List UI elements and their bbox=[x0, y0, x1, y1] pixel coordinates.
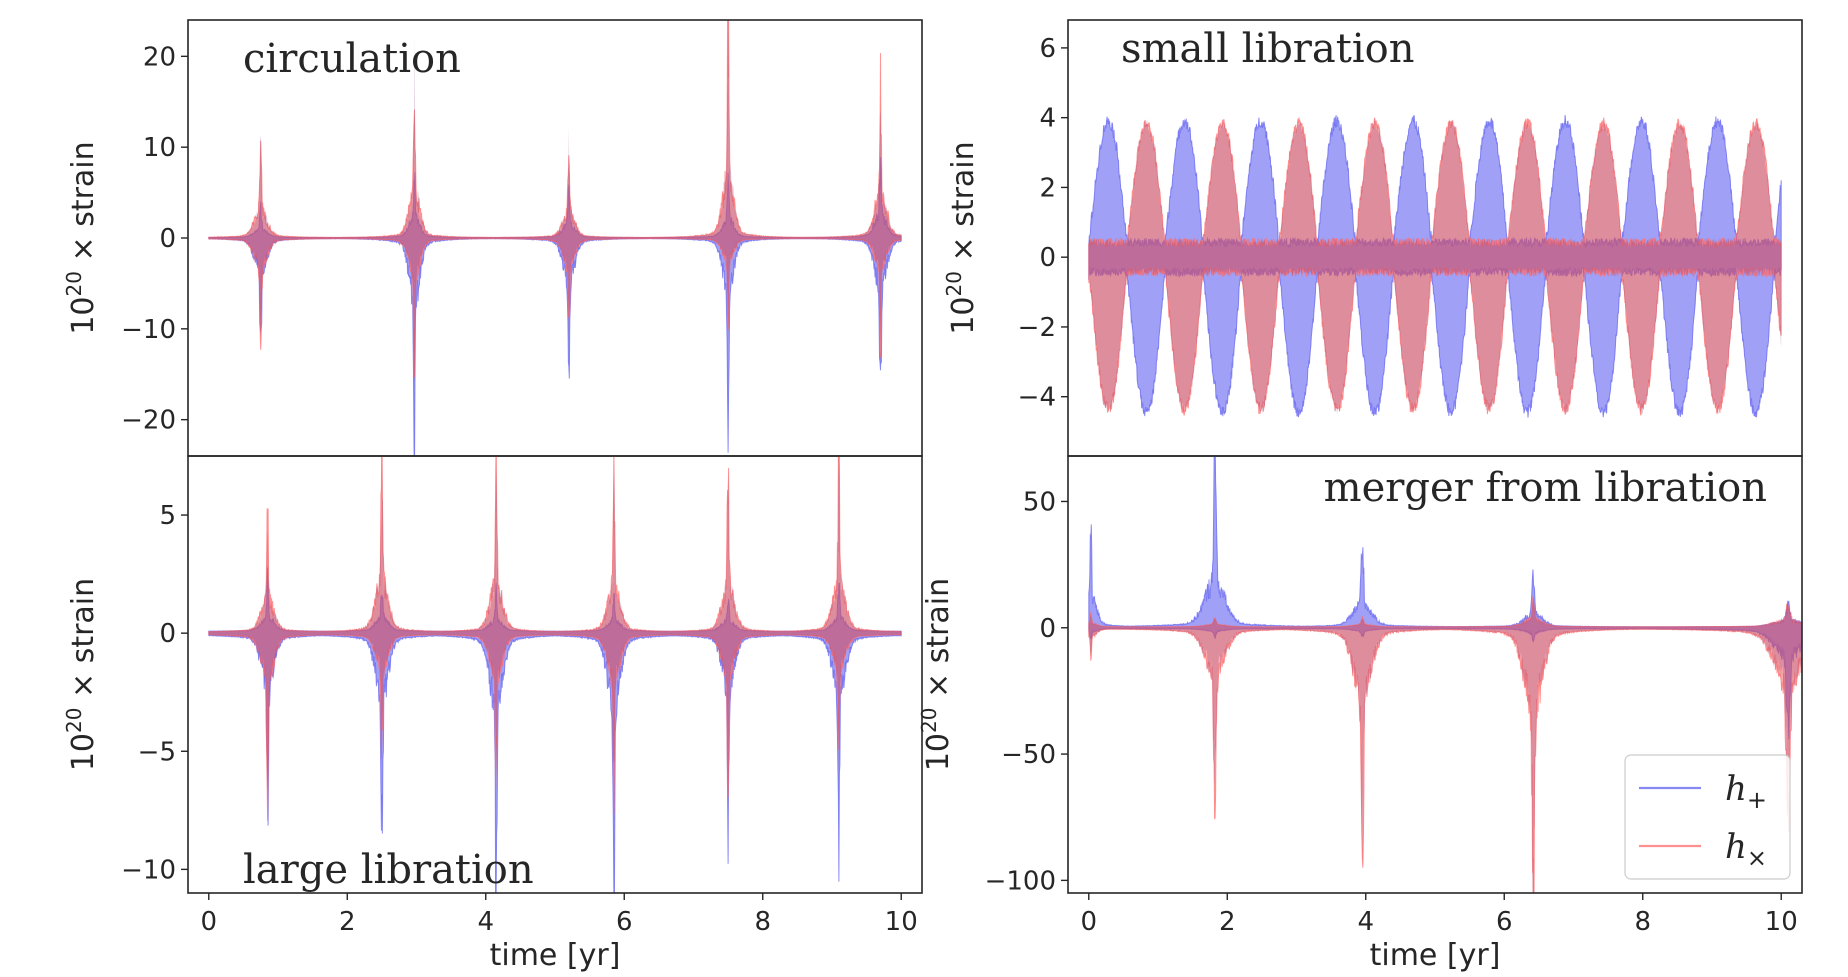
panel-title: merger from libration bbox=[1324, 465, 1767, 511]
y-tick-label: −10 bbox=[121, 855, 176, 885]
y-tick-label: −100 bbox=[985, 866, 1056, 896]
x-tick-label: 6 bbox=[616, 907, 633, 937]
panel-title: small libration bbox=[1121, 26, 1414, 72]
x-tick-label: 10 bbox=[1765, 907, 1798, 937]
plot-area bbox=[208, 20, 902, 456]
plot-area bbox=[208, 456, 902, 893]
x-tick-label: 10 bbox=[885, 907, 918, 937]
series-h-cross bbox=[208, 456, 902, 821]
y-tick-label: −4 bbox=[1018, 383, 1056, 413]
y-tick-label: −20 bbox=[121, 406, 176, 436]
panel-title: circulation bbox=[243, 36, 461, 82]
x-tick-label: 2 bbox=[339, 907, 356, 937]
y-axis-label: 1020 × strain bbox=[62, 578, 101, 771]
x-axis-label: time [yr] bbox=[490, 938, 621, 973]
x-tick-label: 0 bbox=[201, 907, 218, 937]
legend-label: h+ bbox=[1725, 769, 1767, 814]
y-tick-label: 6 bbox=[1039, 34, 1056, 64]
series-overlap bbox=[208, 20, 902, 384]
panel-large-libration: −10 −5 0 5 0 2 4 6 8 10 1020 × strain time [yr] larg… bbox=[62, 455, 923, 973]
legend: h+ h× bbox=[1624, 754, 1791, 880]
y-tick-label: 4 bbox=[1039, 104, 1056, 134]
y-tick-label: 0 bbox=[159, 224, 176, 254]
panel-merger-from-libration: −100 −50 0 50 0 2 4 6 8 10 1020 × strain time [yr] m… bbox=[917, 455, 1803, 973]
y-tick-label: 0 bbox=[159, 619, 176, 649]
series-h-cross bbox=[1088, 596, 1802, 893]
y-tick-label: −2 bbox=[1018, 313, 1056, 343]
y-tick-label: 50 bbox=[1023, 487, 1056, 517]
x-tick-label: 2 bbox=[1219, 907, 1236, 937]
x-tick-label: 6 bbox=[1496, 907, 1513, 937]
series-h-plus bbox=[208, 156, 902, 456]
x-tick-label: 4 bbox=[477, 907, 494, 937]
x-tick-label: 0 bbox=[1081, 907, 1098, 937]
y-tick-label: −50 bbox=[1001, 740, 1056, 770]
y-tick-label: 20 bbox=[143, 42, 176, 72]
axes-frame bbox=[1067, 455, 1803, 894]
series-h-cross bbox=[1088, 117, 1782, 416]
panel-title: large libration bbox=[243, 847, 534, 893]
plot-area bbox=[1088, 114, 1782, 418]
series-h-cross bbox=[208, 20, 902, 378]
y-axis-label: 1020 × strain bbox=[62, 141, 101, 334]
series-overlap bbox=[208, 456, 902, 807]
legend-label: h× bbox=[1725, 827, 1767, 872]
y-tick-label: 0 bbox=[1039, 243, 1056, 273]
panel-small-libration: −4 −2 0 2 4 6 1020 × strain small libration bbox=[942, 19, 1803, 457]
y-tick-label: −5 bbox=[138, 737, 176, 767]
x-axis-label: time [yr] bbox=[1370, 938, 1501, 973]
panel-circulation: −20 −10 0 10 20 1020 × strain circulation bbox=[62, 19, 923, 457]
series-overlap bbox=[1088, 118, 1782, 416]
x-tick-label: 8 bbox=[1634, 907, 1651, 937]
y-tick-label: −10 bbox=[121, 315, 176, 345]
y-tick-label: 2 bbox=[1039, 173, 1056, 203]
y-axis-label: 1020 × strain bbox=[942, 141, 981, 334]
x-tick-label: 4 bbox=[1357, 907, 1374, 937]
y-tick-label: 5 bbox=[159, 501, 176, 531]
y-tick-label: 0 bbox=[1039, 614, 1056, 644]
plot-area bbox=[1088, 456, 1802, 893]
y-axis-label: 1020 × strain bbox=[917, 578, 956, 771]
x-tick-label: 8 bbox=[754, 907, 771, 937]
axes-frame bbox=[187, 455, 923, 894]
y-tick-label: 10 bbox=[143, 133, 176, 163]
